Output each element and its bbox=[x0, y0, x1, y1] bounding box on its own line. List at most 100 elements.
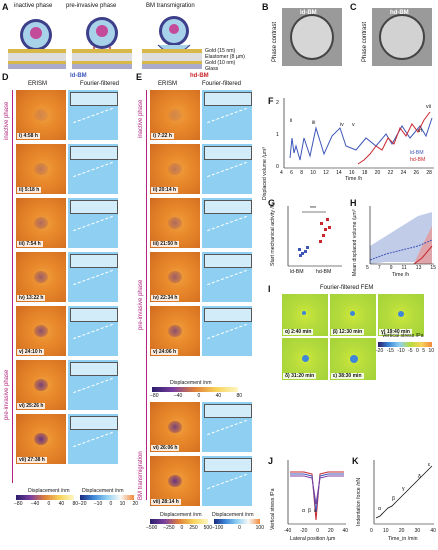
fourier-inset-plot bbox=[204, 92, 252, 106]
panel-g-letter: G bbox=[268, 198, 276, 208]
fourier-inset-plot bbox=[204, 200, 252, 214]
panel-j-xtick: -40 bbox=[284, 528, 292, 534]
erism-tile-d: iii) 7:54 h bbox=[16, 198, 66, 248]
erism-tile-d: ii) 5:18 h bbox=[16, 144, 66, 194]
panel-k-greek: β bbox=[392, 496, 395, 502]
panel-i-cb-tick: 10 bbox=[428, 348, 434, 354]
panel-e-cb1-tick: 500 bbox=[203, 525, 212, 531]
panel-f-xtick: 18 bbox=[361, 170, 368, 176]
cell-preinvasive bbox=[86, 17, 118, 55]
panel-k-xtick: 10 bbox=[383, 528, 389, 534]
panel-f-series-hd bbox=[357, 111, 431, 165]
fourier-inset-plot bbox=[204, 308, 252, 322]
erism-tile-e: vii) 28:14 h bbox=[150, 456, 200, 506]
panel-g-point-hd bbox=[324, 228, 327, 231]
phase-contrast-ld: ld-BM bbox=[282, 8, 342, 66]
fourier-tile-d bbox=[68, 252, 118, 302]
panel-k-xlabel: Time_in /min bbox=[388, 536, 418, 542]
panel-e-cb2-label: Displacement /nm bbox=[212, 512, 254, 518]
panel-g-point-hd bbox=[319, 240, 322, 243]
panel-d-cb1 bbox=[16, 495, 74, 500]
panel-g-point-ld bbox=[304, 250, 307, 253]
fem-tile: δ) 31:20 min bbox=[282, 338, 328, 380]
layer-gold-bottom: Gold (10 nm) bbox=[205, 60, 236, 66]
panel-e-cbmid bbox=[152, 387, 238, 392]
frame-label-d: iii) 7:54 h bbox=[17, 241, 43, 247]
fem-tile: β) 12:30 min bbox=[330, 294, 376, 336]
panel-e-cb1-tick: −500 bbox=[146, 525, 158, 531]
erism-deformation-spot bbox=[34, 109, 48, 121]
fourier-profile-line bbox=[73, 269, 113, 286]
panel-a-schematic bbox=[8, 16, 202, 69]
fourier-profile-line bbox=[73, 431, 113, 448]
panel-h-series-ld bbox=[369, 239, 433, 261]
fourier-profile-line bbox=[207, 419, 247, 436]
panel-j-xtick: -20 bbox=[300, 528, 308, 534]
frame-label-e: iv) 22:34 h bbox=[151, 295, 180, 301]
frame-label-d: vii) 27:38 h bbox=[17, 457, 47, 463]
erism-deformation-spot bbox=[168, 271, 182, 283]
fourier-tile-d bbox=[68, 414, 118, 464]
panel-j-series-purple bbox=[290, 475, 344, 505]
panel-f-xtick: 14 bbox=[336, 170, 342, 176]
panel-f-xtick: 8 bbox=[300, 170, 303, 176]
layer-elastomer: Elastomer (8 µm) bbox=[205, 54, 245, 60]
cell-transmigration bbox=[157, 16, 191, 54]
fem-stress-spot bbox=[398, 311, 404, 317]
panel-e-phase-inactive: inactive phase bbox=[138, 99, 144, 138]
panel-f-xtick: 22 bbox=[387, 170, 394, 176]
frame-label-e: vii) 28:14 h bbox=[151, 499, 181, 505]
panel-a-phase-1: inactive phase bbox=[14, 3, 53, 9]
panel-k-xtick: 40 bbox=[430, 528, 436, 534]
cell-inactive bbox=[20, 19, 52, 51]
panel-i-cb-tick: -15 bbox=[386, 348, 394, 354]
panel-d-phase-preinvasive: pre-invasive phase bbox=[4, 369, 10, 420]
frame-label-e: iii) 21:50 h bbox=[151, 241, 180, 247]
fourier-profile-line bbox=[73, 323, 113, 340]
panel-h-letter: H bbox=[350, 198, 357, 208]
panel-d-cb2-tick: −20 bbox=[78, 501, 87, 507]
panel-d-cb2-tick: 0 bbox=[109, 501, 113, 507]
panel-f-annot: vi bbox=[418, 128, 422, 134]
fourier-profile-line bbox=[207, 269, 247, 286]
panel-d-cb1-tick: 80 bbox=[72, 501, 78, 507]
fem-frame-label: δ) 31:20 min bbox=[283, 373, 317, 379]
panel-d-cb2-label: Displacement /nm bbox=[82, 488, 124, 494]
panel-e-title: hd-BM bbox=[190, 73, 209, 79]
panel-e-cb2-tick: 0 bbox=[238, 525, 241, 531]
panel-j-xtick: 0 bbox=[316, 528, 320, 534]
frame-label-e: vi) 26:06 h bbox=[151, 445, 180, 451]
panel-f-annot: vii bbox=[426, 104, 431, 110]
fem-tile: ε) 38:30 min bbox=[330, 338, 376, 380]
erism-deformation-spot bbox=[34, 163, 48, 175]
erism-deformation-spot bbox=[34, 379, 48, 391]
panel-d-cb1-label: Displacement /nm bbox=[28, 488, 70, 494]
panel-f-annot: ii bbox=[290, 118, 293, 124]
panel-k-xtick: 30 bbox=[414, 528, 421, 534]
erism-tile-d: i) 4:58 h bbox=[16, 90, 66, 140]
frame-label-d: iv) 13:22 h bbox=[17, 295, 46, 301]
erism-deformation-spot bbox=[168, 325, 182, 337]
panel-j-greek: β bbox=[308, 508, 311, 514]
panel-d-col2: Fourier-filtered bbox=[80, 81, 120, 87]
panel-h-chart bbox=[369, 206, 434, 265]
panel-e-phase-bm: BM transmigration bbox=[138, 451, 144, 500]
panel-d-cb1-tick: 40 bbox=[58, 501, 65, 507]
panel-j-greek: α bbox=[302, 508, 305, 514]
panel-e-cbmid-label: Displacement /nm bbox=[170, 380, 212, 386]
erism-deformation-spot bbox=[168, 109, 182, 121]
frame-label-d: i) 4:58 h bbox=[17, 133, 40, 139]
fourier-tile-e bbox=[202, 402, 252, 452]
frame-label-d: v) 24:10 h bbox=[17, 349, 45, 355]
panel-e-cbmid-tick: 40 bbox=[215, 393, 222, 399]
fourier-tile-e bbox=[202, 144, 252, 194]
fem-stress-spot bbox=[302, 355, 309, 362]
fourier-inset-plot bbox=[204, 254, 252, 268]
erism-deformation-spot bbox=[34, 325, 48, 337]
erism-tile-d: iv) 13:22 h bbox=[16, 252, 66, 302]
panel-e-cbmid-tick: 0 bbox=[197, 393, 201, 399]
panel-f-ytick: 2 bbox=[276, 100, 279, 106]
panel-g-point-hd bbox=[326, 218, 329, 221]
panel-g-point-hd bbox=[328, 226, 331, 229]
fourier-inset-plot bbox=[70, 254, 118, 268]
